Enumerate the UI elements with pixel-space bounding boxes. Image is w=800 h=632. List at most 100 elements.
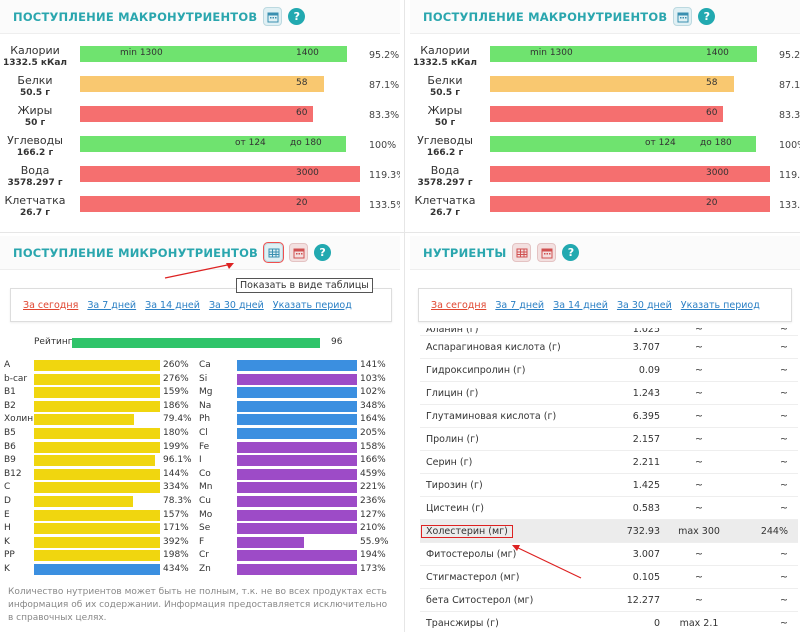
nutrient-name: Глутаминовая кислота (г) (426, 410, 557, 422)
nutrient-bar (237, 387, 357, 399)
nutrient-bar (34, 387, 160, 399)
period-link[interactable]: За 30 дней (208, 299, 264, 311)
nutrient-name: Белки 50.5 г (410, 75, 480, 99)
nutrient-percent: 157% (163, 509, 189, 520)
nutrient-name: Ca (199, 360, 211, 370)
nutrient-bar (237, 441, 357, 453)
period-link[interactable]: За 7 дней (87, 299, 137, 311)
nutrient-bar (34, 496, 133, 507)
nutrient-bar (237, 373, 357, 385)
table-view-icon[interactable] (512, 243, 532, 262)
calendar-icon[interactable] (673, 7, 693, 26)
nutrient-name: Ph (199, 414, 211, 425)
period-link[interactable]: Указать период (680, 299, 760, 311)
nutrient-amount: 50 г (24, 118, 46, 128)
period-link[interactable]: За 14 дней (553, 299, 608, 311)
target-label: 58 (296, 78, 308, 88)
nutrient-bar-row: E 157% (0, 509, 200, 521)
nutrient-name: D (4, 496, 11, 506)
nutrient-bar (34, 482, 160, 494)
nutrient-name: Cu (199, 496, 211, 506)
nutrient-bar-row: Mn 221% (195, 482, 400, 494)
nutrient-percent: 199% (163, 441, 189, 452)
nutrient-name: Серин (г) (426, 456, 473, 468)
nutrient-bar-row: B9 96.1% (0, 455, 200, 467)
nutrient-percent: 260% (163, 360, 189, 370)
nutrient-bar-row: B2 186% (0, 400, 200, 412)
help-icon[interactable]: ? (562, 244, 580, 261)
nutrient-percent: 159% (163, 387, 189, 398)
nutrient-bar (237, 400, 357, 412)
table-view-tooltip: Показать в виде таблицы (236, 278, 373, 293)
period-link[interactable]: За 14 дней (145, 299, 200, 311)
nutrient-name: C (4, 482, 11, 493)
nutrient-norm: ~ (695, 594, 703, 606)
nutrient-amount: 1332.5 кКал (413, 58, 477, 68)
nutrient-bar-row: Cr 194% (195, 550, 400, 562)
calendar-icon[interactable] (289, 243, 309, 262)
micro-header: ПОСТУПЛЕНИЕ МИКРОНУТРИЕНТОВ ? (0, 236, 400, 270)
nutrient-name: Холин (4, 414, 34, 425)
nutrient-norm: ~ (695, 387, 703, 399)
nutrient-name: Стигмастерол (мг) (426, 571, 520, 583)
table-view-icon[interactable] (263, 242, 285, 263)
nutrient-percent: ~ (780, 479, 788, 491)
nutrient-name: Углеводы 166.2 г (410, 135, 480, 159)
table-row: Серин (г) 2.211 ~ ~ (420, 451, 798, 474)
calendar-icon[interactable] (537, 243, 557, 262)
nutrient-amount: 1332.5 кКал (3, 58, 67, 68)
nutrient-bar (237, 482, 357, 494)
nutrient-amount: 26.7 г (429, 208, 461, 218)
target-label: 20 (706, 198, 718, 208)
nutrient-bar (34, 400, 160, 412)
progress-fill (80, 166, 360, 182)
nutrient-percent: ~ (780, 617, 788, 629)
nutrient-bar-row: Cl 205% (195, 428, 400, 439)
nutrient-label: Клетчатка (4, 194, 66, 207)
rating-bar (72, 338, 320, 348)
nutrient-label: Калории (420, 44, 470, 57)
nutrient-value: 3.007 (632, 548, 660, 560)
nutrient-norm: ~ (695, 364, 703, 376)
macro-rows: Калории 1332.5 кКал min 1300 1400 95.2% Белки… (0, 44, 400, 224)
nutrient-name: B12 (4, 468, 22, 479)
period-link[interactable]: За 7 дней (495, 299, 545, 311)
period-link[interactable]: Указать период (272, 299, 352, 311)
period-link[interactable]: За сегодня (23, 299, 79, 311)
nutrient-norm: ~ (695, 502, 703, 514)
nutrients-header: НУТРИЕНТЫ ? (410, 236, 800, 270)
nutrient-name: Cl (199, 428, 208, 438)
disclaimer-note: Количество нутриентов может быть не полн… (8, 587, 388, 623)
table-row: Пролин (г) 2.157 ~ ~ (420, 428, 798, 451)
nutrients-title: НУТРИЕНТЫ (423, 245, 507, 260)
help-icon[interactable]: ? (698, 8, 716, 25)
nutrient-norm: ~ (695, 548, 703, 560)
period-link[interactable]: За 30 дней (616, 299, 672, 311)
nutrient-bar (237, 468, 357, 480)
nutrient-name: бета Ситостерол (мг) (426, 594, 534, 606)
nutrient-percent: 144% (163, 468, 189, 479)
nutrient-name: Гидроксипролин (г) (426, 364, 526, 376)
nutrient-name: B5 (4, 428, 16, 438)
table-row: Фитостеролы (мг) 3.007 ~ ~ (420, 543, 798, 566)
nutrient-name: B9 (4, 455, 16, 466)
table-row: Гидроксипролин (г) 0.09 ~ ~ (420, 359, 798, 382)
help-icon[interactable]: ? (288, 8, 306, 25)
period-link[interactable]: За сегодня (431, 299, 487, 311)
nutrient-value: 1.243 (632, 387, 660, 399)
help-icon[interactable]: ? (314, 244, 332, 261)
progress-track: 20 (80, 196, 360, 212)
percent-label: 83.3% (779, 110, 800, 121)
percent-label: 119.3% (779, 170, 800, 181)
horizontal-divider (0, 232, 800, 233)
micro-period-bar: За сегодня За 7 дней За 14 дней За 30 дней У… (10, 288, 392, 322)
nutrient-bar-row: Ph 164% (195, 414, 400, 426)
vitamins-list: A 260% b-car 276% B1 159% B2 186% Холин 79.4% B5 18… (0, 360, 200, 580)
nutrient-percent: 392% (163, 536, 189, 547)
calendar-icon[interactable] (263, 7, 283, 26)
